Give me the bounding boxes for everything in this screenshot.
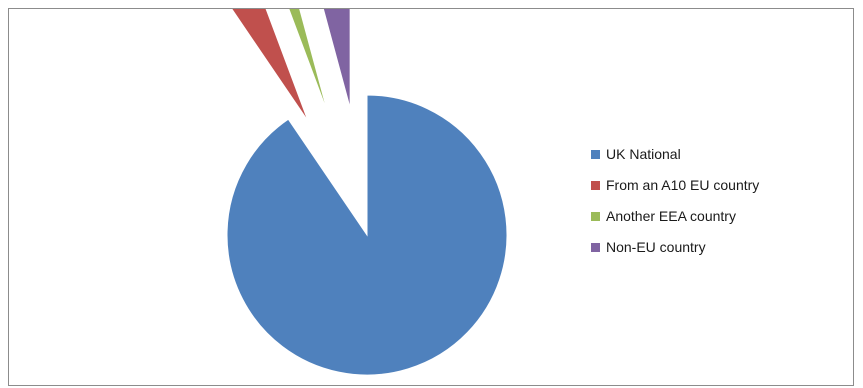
legend-label: From an A10 EU country bbox=[606, 177, 760, 193]
legend-item-uk-national: UK National bbox=[591, 144, 759, 164]
legend-label: UK National bbox=[606, 146, 681, 162]
legend-swatch-uk-national bbox=[591, 149, 600, 159]
legend-swatch-a10-eu-country bbox=[591, 180, 600, 190]
legend-label: Non-EU country bbox=[606, 239, 706, 255]
legend-item-a10-eu-country: From an A10 EU country bbox=[591, 175, 759, 195]
legend-swatch-non-eu-country bbox=[591, 242, 600, 252]
pie-slice-from-an-a10-eu-country bbox=[231, 9, 309, 122]
pie-chart bbox=[226, 9, 508, 376]
pie-slice-uk-national bbox=[226, 94, 508, 376]
legend-item-non-eu-country: Non-EU country bbox=[591, 237, 759, 257]
chart-area: UK National From an A10 EU country Anoth… bbox=[8, 8, 854, 386]
legend: UK National From an A10 EU country Anoth… bbox=[591, 144, 759, 268]
legend-swatch-another-eea-country bbox=[591, 211, 600, 221]
pie-slice-another-eea-country bbox=[288, 9, 329, 114]
legend-item-another-eea-country: Another EEA country bbox=[591, 206, 759, 226]
legend-label: Another EEA country bbox=[606, 208, 736, 224]
pie-slice-non-eu-country bbox=[322, 9, 351, 109]
